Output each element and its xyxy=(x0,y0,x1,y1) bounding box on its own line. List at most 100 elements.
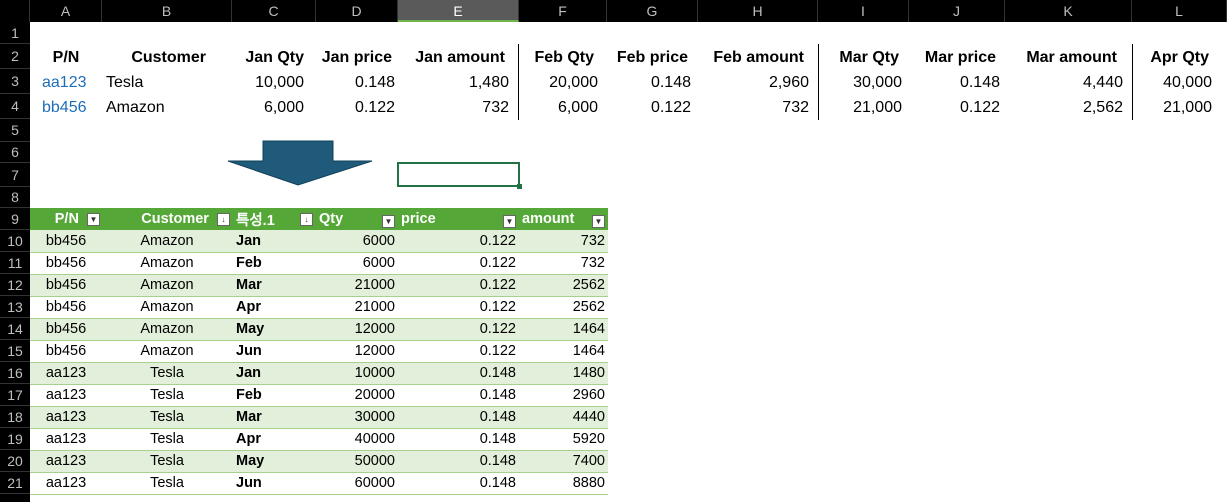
row-header[interactable]: 4 xyxy=(0,94,30,119)
column-header-h[interactable]: H xyxy=(698,0,818,22)
table-cell[interactable]: Jun xyxy=(232,472,316,495)
table-cell[interactable]: 8880 xyxy=(519,472,608,495)
table-cell[interactable]: aa123 xyxy=(30,450,102,473)
table-header-cell[interactable]: amount ▼ xyxy=(519,208,608,230)
table-cell[interactable]: Mar xyxy=(232,274,316,297)
sort-filter-icon[interactable]: ↓ xyxy=(217,212,230,226)
row-header[interactable]: 3 xyxy=(0,69,30,94)
table-cell[interactable]: 50000 xyxy=(316,450,398,473)
table-cell[interactable]: Jan xyxy=(232,362,316,385)
table-cell[interactable]: 10000 xyxy=(316,362,398,385)
row-header[interactable]: 1 xyxy=(0,22,30,44)
row-header[interactable]: 17 xyxy=(0,384,30,406)
table-cell[interactable]: Amazon xyxy=(102,252,232,275)
row-header[interactable]: 20 xyxy=(0,450,30,472)
table-cell[interactable]: 2562 xyxy=(519,296,608,319)
row-header[interactable]: 5 xyxy=(0,119,30,142)
down-arrow-shape[interactable] xyxy=(226,140,374,186)
table-cell[interactable]: 4440 xyxy=(519,406,608,429)
table-cell[interactable]: 12000 xyxy=(316,340,398,363)
sort-filter-icon[interactable]: ↓ xyxy=(300,212,313,226)
filter-dropdown-icon[interactable]: ▼ xyxy=(592,214,605,228)
table-cell[interactable]: Amazon xyxy=(102,274,232,297)
table-cell[interactable]: Mar xyxy=(232,406,316,429)
table-cell[interactable]: aa123 xyxy=(30,406,102,429)
row-header[interactable]: 6 xyxy=(0,142,30,163)
table-cell[interactable]: Amazon xyxy=(102,296,232,319)
table-cell[interactable]: 7400 xyxy=(519,450,608,473)
top-cell-pn-link[interactable]: bb456 xyxy=(42,99,87,116)
table-cell[interactable]: 5920 xyxy=(519,428,608,451)
table-cell[interactable]: aa123 xyxy=(30,472,102,495)
table-cell[interactable]: 12000 xyxy=(316,318,398,341)
table-cell[interactable]: 1480 xyxy=(519,362,608,385)
table-cell[interactable]: 0.122 xyxy=(398,252,519,275)
table-cell[interactable]: bb456 xyxy=(30,274,102,297)
column-header-e[interactable]: E xyxy=(398,0,519,22)
table-cell[interactable]: 6000 xyxy=(316,252,398,275)
table-cell[interactable]: bb456 xyxy=(30,230,102,253)
column-header-d[interactable]: D xyxy=(316,0,398,22)
table-cell[interactable]: 0.122 xyxy=(398,274,519,297)
table-cell[interactable]: 30000 xyxy=(316,406,398,429)
table-cell[interactable]: aa123 xyxy=(30,428,102,451)
table-cell[interactable]: Tesla xyxy=(102,406,232,429)
table-cell[interactable]: 0.148 xyxy=(398,406,519,429)
table-cell[interactable]: 21000 xyxy=(316,274,398,297)
table-cell[interactable]: Feb xyxy=(232,252,316,275)
table-cell[interactable]: Amazon xyxy=(102,230,232,253)
filter-dropdown-icon[interactable]: ▼ xyxy=(87,212,100,226)
selected-cell-e7[interactable] xyxy=(397,162,522,189)
table-cell[interactable]: 0.122 xyxy=(398,296,519,319)
table-cell[interactable]: Jan xyxy=(232,230,316,253)
table-cell[interactable]: 0.148 xyxy=(398,428,519,451)
column-header-g[interactable]: G xyxy=(607,0,698,22)
table-cell[interactable]: 0.122 xyxy=(398,318,519,341)
top-cell-pn-link[interactable]: aa123 xyxy=(42,74,87,91)
table-cell[interactable]: 2562 xyxy=(519,274,608,297)
table-cell[interactable]: 21000 xyxy=(316,296,398,319)
filter-dropdown-icon[interactable]: ▼ xyxy=(382,214,395,228)
table-cell[interactable]: 60000 xyxy=(316,472,398,495)
table-header-cell[interactable]: P/N ▼ xyxy=(30,208,102,230)
column-header-c[interactable]: C xyxy=(232,0,316,22)
row-header[interactable]: 16 xyxy=(0,362,30,384)
table-cell[interactable]: Apr xyxy=(232,296,316,319)
table-header-cell[interactable]: Customer ↓ xyxy=(102,208,232,230)
column-header-j[interactable]: J xyxy=(909,0,1005,22)
table-cell[interactable]: 6000 xyxy=(316,230,398,253)
table-cell[interactable]: 2960 xyxy=(519,384,608,407)
column-header-i[interactable]: I xyxy=(818,0,909,22)
table-cell[interactable]: bb456 xyxy=(30,340,102,363)
table-cell[interactable]: 0.148 xyxy=(398,472,519,495)
table-cell[interactable]: 0.122 xyxy=(398,340,519,363)
table-cell[interactable]: Apr xyxy=(232,428,316,451)
table-cell[interactable]: 1464 xyxy=(519,318,608,341)
table-cell[interactable]: 0.122 xyxy=(398,230,519,253)
table-cell[interactable]: Feb xyxy=(232,384,316,407)
table-header-cell[interactable]: price ▼ xyxy=(398,208,519,230)
table-cell[interactable]: aa123 xyxy=(30,384,102,407)
fill-handle[interactable] xyxy=(517,184,522,189)
row-header[interactable]: 19 xyxy=(0,428,30,450)
table-cell[interactable]: aa123 xyxy=(30,362,102,385)
table-cell[interactable]: Tesla xyxy=(102,384,232,407)
column-header-f[interactable]: F xyxy=(519,0,607,22)
row-header[interactable]: 15 xyxy=(0,340,30,362)
table-cell[interactable]: Jun xyxy=(232,340,316,363)
table-cell[interactable]: 20000 xyxy=(316,384,398,407)
table-cell[interactable]: Amazon xyxy=(102,318,232,341)
row-header[interactable]: 11 xyxy=(0,252,30,274)
table-cell[interactable]: 0.148 xyxy=(398,362,519,385)
table-cell[interactable]: 732 xyxy=(519,230,608,253)
select-all-corner[interactable] xyxy=(0,0,30,22)
table-header-cell[interactable]: 특성.1 ↓ xyxy=(232,208,316,230)
table-cell[interactable]: 0.148 xyxy=(398,384,519,407)
row-header[interactable]: 21 xyxy=(0,472,30,494)
table-cell[interactable]: May xyxy=(232,450,316,473)
row-header[interactable]: 13 xyxy=(0,296,30,318)
row-header[interactable]: 12 xyxy=(0,274,30,296)
row-header[interactable]: 18 xyxy=(0,406,30,428)
table-cell[interactable]: bb456 xyxy=(30,296,102,319)
row-header[interactable]: 9 xyxy=(0,208,30,230)
